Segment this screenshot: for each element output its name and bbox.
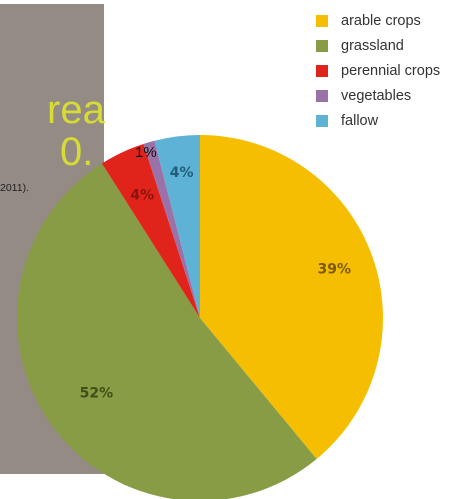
legend-item-arable-crops: arable crops bbox=[316, 8, 440, 33]
pie-slice-grassland bbox=[17, 163, 317, 499]
pie-label-vegetables: 1% bbox=[135, 144, 157, 161]
pie-label-arable-crops: 39% bbox=[318, 262, 352, 278]
legend-label: grassland bbox=[341, 37, 404, 54]
legend-label: fallow bbox=[341, 112, 379, 129]
pie-slice-arable-crops bbox=[200, 135, 383, 459]
legend-item-grassland: grassland bbox=[316, 33, 440, 58]
legend-label: vegetables bbox=[341, 87, 412, 104]
legend-swatch bbox=[316, 89, 328, 102]
pie-slice-fallow bbox=[154, 135, 200, 318]
pie-label-perennial-crops: 4% bbox=[130, 188, 154, 204]
legend-swatch bbox=[316, 64, 328, 77]
pie-labels: 39% 52% 4% 4% bbox=[80, 165, 351, 401]
legend: arable crops grassland perennial crops v… bbox=[316, 8, 440, 133]
legend-swatch bbox=[316, 114, 328, 127]
legend-label: perennial crops bbox=[341, 62, 441, 79]
legend-swatch bbox=[316, 39, 328, 52]
legend-item-vegetables: vegetables bbox=[316, 83, 440, 108]
pie-label-grassland: 52% bbox=[80, 385, 114, 401]
legend-label: arable crops bbox=[341, 12, 421, 29]
pie-slice-perennial-crops bbox=[101, 143, 200, 318]
title-fragment: 0. bbox=[60, 130, 94, 174]
pie-slices bbox=[17, 135, 383, 499]
legend-item-fallow: fallow bbox=[316, 108, 440, 133]
legend-swatch bbox=[316, 14, 328, 27]
legend-item-perennial-crops: perennial crops bbox=[316, 58, 440, 83]
source-note-fragment: 2011). bbox=[0, 182, 29, 194]
title-fragment: rea bbox=[47, 88, 105, 132]
pie-slice-vegetables bbox=[143, 140, 200, 318]
pie-label-fallow: 4% bbox=[170, 165, 194, 181]
